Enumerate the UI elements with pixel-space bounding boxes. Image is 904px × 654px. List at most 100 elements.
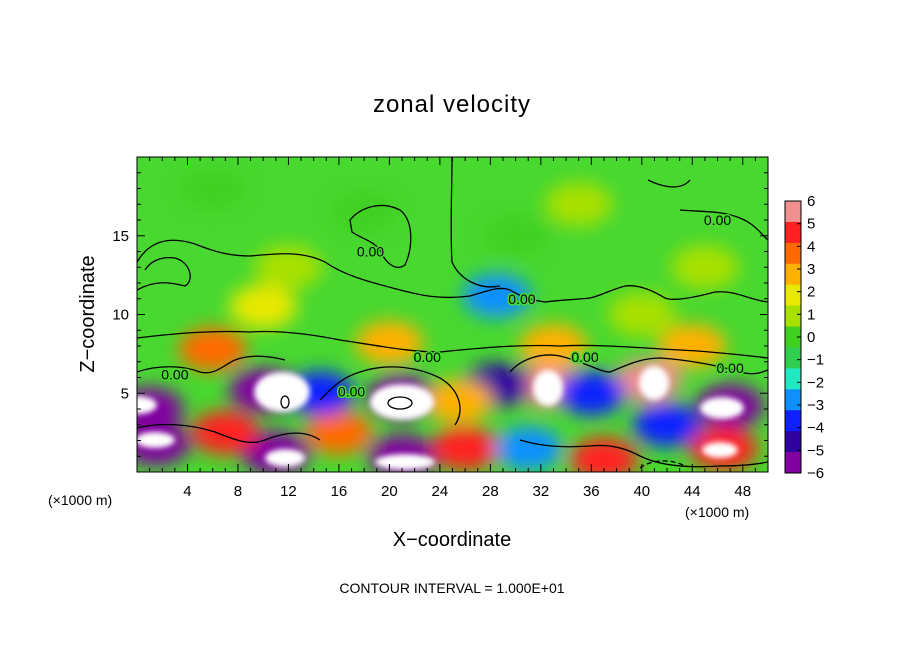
field-cell: [229, 284, 298, 329]
highlight-core: [700, 397, 744, 419]
colorbar-swatch: [785, 368, 801, 390]
contour-interval-note: CONTOUR INTERVAL = 1.000E+01: [339, 580, 564, 596]
contour-line: [280, 395, 290, 409]
x-unit-right: (×1000 m): [685, 504, 749, 520]
colorbar-swatch: [785, 410, 801, 432]
field-cell: [658, 324, 727, 368]
chart-title: zonal velocity: [373, 91, 531, 118]
highlight-core: [254, 372, 310, 412]
colorbar-label: −6: [807, 465, 824, 482]
field-cell: [633, 402, 702, 447]
y-axis-ticks: 5 10 15: [112, 172, 768, 457]
field-cell: [544, 182, 613, 227]
x-axis-ticks: 4 8 12 16 20 24 28 32 36 40 44 48: [149, 157, 756, 500]
contour-line: [137, 330, 768, 359]
x-tick-label: 4: [183, 483, 191, 500]
y-tick-label: 10: [112, 307, 129, 324]
contour-line: [647, 179, 691, 188]
colorbar-label: −1: [807, 352, 824, 369]
highlight-core: [702, 442, 738, 458]
contour-labels: 0.00 0.00 0.00 0.00 0.00 0.00 0.00 0.00: [160, 211, 746, 402]
y-axis-title: Z−coordinate: [77, 255, 99, 372]
highlight-core: [137, 396, 157, 414]
x-axis-title: X−coordinate: [393, 529, 511, 551]
colorbar: 6 5 4 3 2 1 0 −1 −2 −3 −4 −5 −6: [784, 193, 824, 482]
highlight-core: [137, 432, 175, 448]
contour-label: 0.00: [508, 291, 535, 307]
colorbar-label: 0: [807, 329, 815, 346]
field-highlights: [137, 366, 744, 470]
contour-label: 0.00: [704, 212, 731, 228]
field-cell: [191, 410, 260, 455]
y-tick-label: 5: [121, 385, 129, 402]
field-cell: [178, 327, 247, 372]
field-cell: [670, 245, 739, 290]
contour-line: [450, 157, 501, 288]
x-tick-label: 16: [331, 483, 348, 500]
x-unit-left: (×1000 m): [48, 492, 112, 508]
colorbar-label: 3: [807, 261, 815, 278]
contour-label: 0.00: [161, 366, 188, 382]
x-tick-label: 28: [482, 483, 499, 500]
contour-line: [349, 204, 412, 268]
contour-label: 0.00: [357, 244, 384, 260]
contour-label: 0.00: [414, 349, 441, 365]
field-cell: [431, 426, 500, 471]
x-tick-label: 44: [684, 483, 701, 500]
colorbar-swatch: [785, 347, 801, 369]
highlight-core: [533, 370, 563, 406]
contour-label: 0.00: [338, 384, 365, 400]
colorbar-swatch: [785, 326, 801, 348]
colorbar-swatch: [785, 263, 801, 286]
highlight-core: [639, 366, 669, 400]
colorbar-swatch: [785, 305, 801, 328]
field-cell: [557, 371, 626, 416]
colorbar-swatch: [785, 431, 801, 453]
colorbar-swatch: [785, 242, 801, 265]
field-cell: [494, 426, 563, 471]
colorbar-label: 1: [807, 306, 815, 323]
x-tick-label: 12: [280, 483, 297, 500]
colorbar-label: 4: [807, 238, 815, 255]
zero-contours: [137, 157, 768, 469]
colorbar-label: 2: [807, 284, 815, 301]
contour-line: [137, 355, 286, 374]
colorbar-swatch: [785, 201, 801, 223]
field-cell: [569, 437, 638, 472]
field-cell: [462, 273, 531, 318]
colorbar-label: −2: [807, 374, 824, 391]
colorbar-swatch: [785, 452, 801, 474]
contour-label: 0.00: [571, 349, 598, 365]
colorbar-swatch: [785, 221, 801, 244]
x-tick-label: 36: [583, 483, 600, 500]
highlight-core: [375, 454, 435, 470]
plot-field: 0.00 0.00 0.00 0.00 0.00 0.00 0.00 0.00: [137, 157, 768, 472]
x-tick-label: 24: [432, 483, 449, 500]
highlight-core: [370, 384, 434, 420]
contour-label: 0.00: [717, 360, 744, 376]
colorbar-label: −3: [807, 397, 824, 414]
colorbar-label: 6: [807, 193, 815, 210]
x-tick-label: 32: [532, 483, 549, 500]
colorbar-swatch: [785, 389, 801, 411]
contour-line: [519, 439, 768, 468]
colorbar-label: −4: [807, 420, 824, 437]
contour-line: [137, 423, 321, 444]
field-cell: [330, 190, 399, 235]
contour-line: [319, 366, 461, 426]
highlight-core: [265, 449, 305, 467]
contour-line: [387, 396, 413, 410]
field-cell: [254, 245, 323, 290]
contour-line: [639, 460, 686, 469]
colorbar-label: −5: [807, 442, 824, 459]
x-tick-label: 8: [234, 483, 242, 500]
colorbar-label: 5: [807, 216, 815, 233]
field-cell: [355, 320, 424, 365]
contour-line: [137, 256, 191, 291]
x-tick-label: 48: [734, 483, 751, 500]
contour-line: [679, 209, 768, 241]
x-tick-label: 20: [381, 483, 398, 500]
field-cell: [481, 213, 550, 258]
